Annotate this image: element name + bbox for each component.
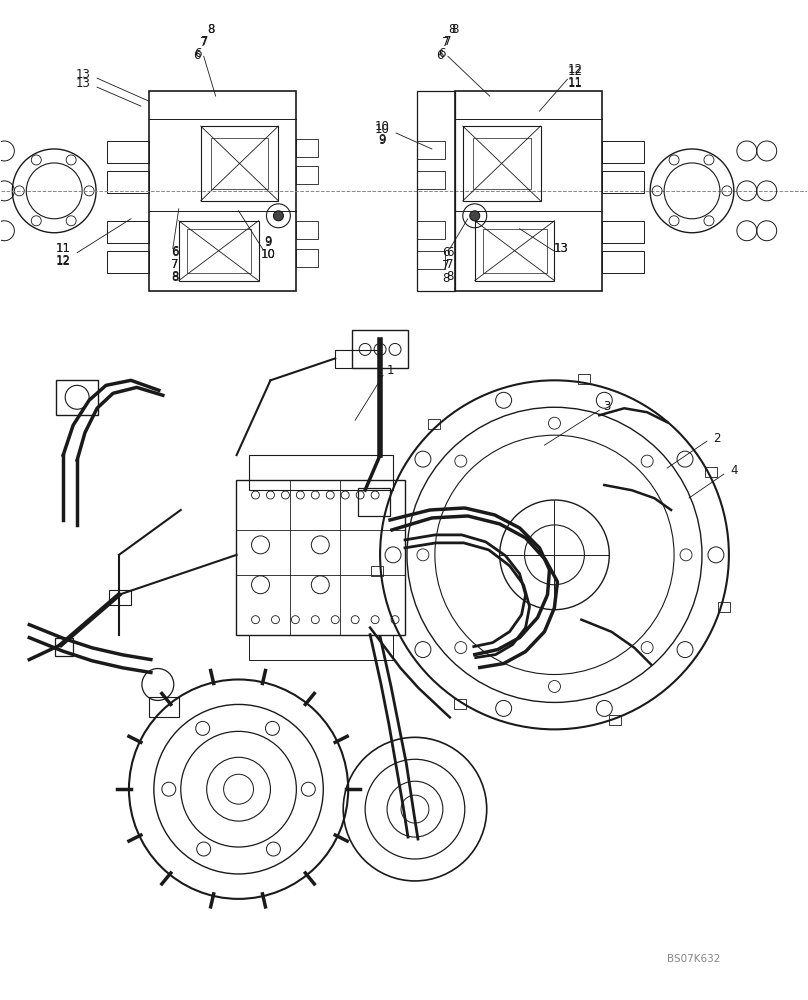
Text: 7: 7 — [444, 35, 452, 48]
Text: 3: 3 — [604, 400, 611, 413]
Bar — [417, 141, 445, 159]
Bar — [417, 91, 455, 291]
Text: 8: 8 — [442, 272, 449, 285]
Bar — [473, 138, 531, 189]
Text: 7: 7 — [171, 258, 179, 271]
Bar — [297, 221, 318, 239]
Bar — [149, 91, 297, 291]
Text: 11: 11 — [56, 242, 70, 255]
Bar — [211, 138, 268, 189]
Bar — [55, 638, 74, 656]
Bar — [705, 467, 717, 477]
Bar — [475, 221, 554, 281]
Text: 6: 6 — [171, 245, 179, 258]
Text: 1: 1 — [386, 364, 393, 377]
Bar — [428, 419, 440, 429]
Bar — [297, 249, 318, 267]
Bar — [358, 488, 390, 516]
Bar — [109, 590, 131, 605]
Text: 6: 6 — [446, 246, 453, 259]
Bar — [107, 141, 149, 163]
Bar — [417, 251, 445, 269]
Bar — [417, 171, 445, 189]
Text: 4: 4 — [730, 464, 738, 477]
Text: 10: 10 — [261, 248, 276, 261]
Bar — [482, 229, 546, 273]
Text: 7: 7 — [200, 36, 208, 49]
Text: 9: 9 — [378, 133, 386, 146]
Text: 8: 8 — [446, 270, 453, 283]
Text: 6: 6 — [193, 49, 200, 62]
Bar — [371, 566, 383, 576]
Bar — [602, 171, 644, 193]
Text: 2: 2 — [713, 432, 721, 445]
Bar — [609, 715, 621, 725]
Text: 13: 13 — [76, 68, 90, 81]
Bar — [602, 251, 644, 273]
Bar — [454, 699, 465, 709]
Text: 8: 8 — [171, 271, 179, 284]
Circle shape — [273, 211, 284, 221]
Bar — [463, 126, 541, 201]
Bar — [297, 139, 318, 157]
Bar — [249, 455, 393, 490]
Text: 10: 10 — [375, 123, 389, 136]
Text: 6: 6 — [194, 47, 201, 60]
Text: 12: 12 — [56, 254, 70, 267]
Bar — [187, 229, 250, 273]
Text: 13: 13 — [76, 77, 90, 90]
Text: 11: 11 — [568, 76, 583, 89]
Bar — [602, 141, 644, 163]
Bar — [107, 251, 149, 273]
Text: 13: 13 — [554, 242, 569, 255]
Text: 9: 9 — [265, 235, 272, 248]
Text: 11: 11 — [56, 242, 70, 255]
Text: 6: 6 — [442, 246, 449, 259]
Text: BS07K632: BS07K632 — [667, 954, 721, 964]
Text: 10: 10 — [375, 120, 389, 133]
Text: 8: 8 — [448, 23, 456, 36]
Text: 7: 7 — [171, 258, 179, 271]
Text: 6: 6 — [438, 47, 446, 60]
Text: 8: 8 — [451, 23, 458, 36]
Bar — [107, 171, 149, 193]
Bar — [352, 330, 408, 368]
Text: 8: 8 — [171, 270, 179, 283]
Text: 7: 7 — [442, 36, 449, 49]
Bar — [57, 380, 98, 415]
Bar — [149, 697, 179, 717]
Text: 9: 9 — [265, 236, 272, 249]
Bar — [335, 350, 380, 368]
Bar — [297, 166, 318, 184]
Text: 11: 11 — [568, 77, 583, 90]
Bar — [718, 602, 730, 612]
Text: 8: 8 — [207, 23, 214, 36]
Bar — [602, 221, 644, 243]
Circle shape — [469, 211, 480, 221]
Text: 9: 9 — [378, 134, 386, 147]
Bar — [236, 480, 405, 635]
Text: 6: 6 — [171, 246, 179, 259]
Text: 7: 7 — [201, 35, 208, 48]
Text: 6: 6 — [436, 49, 444, 62]
Text: 12: 12 — [568, 65, 583, 78]
Text: 12: 12 — [568, 63, 583, 76]
Text: 13: 13 — [554, 242, 569, 255]
Text: 10: 10 — [261, 248, 276, 261]
Text: 7: 7 — [446, 258, 453, 271]
Text: 7: 7 — [442, 259, 449, 272]
Bar — [455, 91, 602, 291]
Bar — [579, 374, 591, 384]
Bar — [417, 221, 445, 239]
Text: 12: 12 — [56, 255, 70, 268]
Text: 8: 8 — [207, 23, 214, 36]
Bar — [200, 126, 279, 201]
Bar — [107, 221, 149, 243]
Bar — [179, 221, 259, 281]
Bar — [249, 635, 393, 660]
